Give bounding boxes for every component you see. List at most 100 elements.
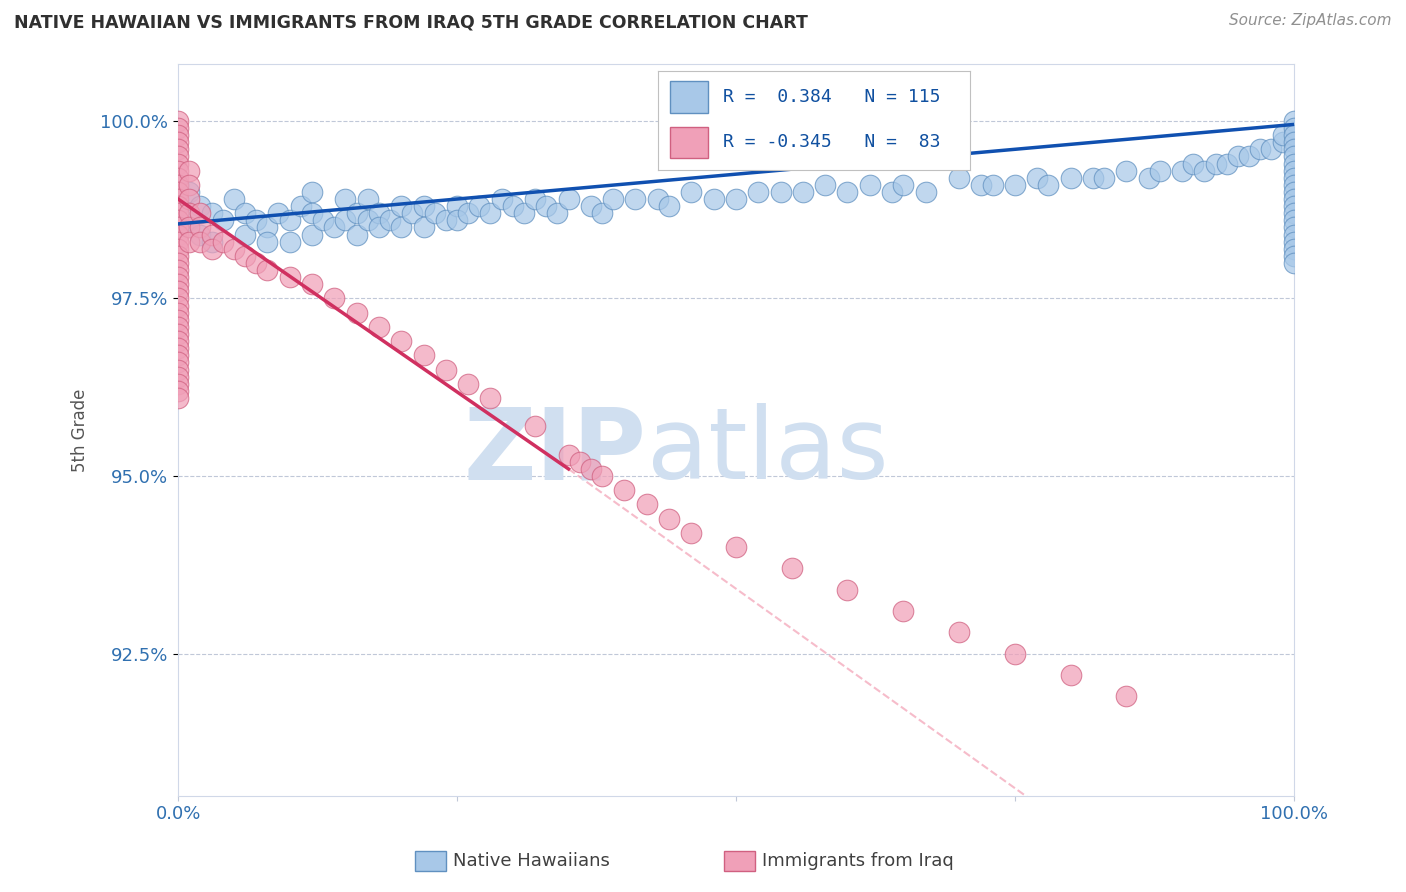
Point — [546, 206, 568, 220]
Point — [200, 227, 222, 242]
Point — [222, 192, 245, 206]
Point — [1282, 242, 1305, 256]
Point — [167, 199, 190, 213]
Point — [724, 540, 747, 554]
Point — [167, 313, 190, 327]
Point — [357, 213, 380, 227]
Point — [200, 206, 222, 220]
Text: NATIVE HAWAIIAN VS IMMIGRANTS FROM IRAQ 5TH GRADE CORRELATION CHART: NATIVE HAWAIIAN VS IMMIGRANTS FROM IRAQ … — [14, 13, 808, 31]
Point — [703, 192, 725, 206]
Point — [1115, 690, 1137, 704]
Point — [579, 199, 602, 213]
Point — [1282, 156, 1305, 170]
Point — [290, 199, 312, 213]
Point — [367, 220, 389, 235]
Point — [1092, 170, 1115, 185]
Point — [167, 292, 190, 306]
Point — [167, 163, 190, 178]
Point — [167, 391, 190, 405]
Point — [1282, 220, 1305, 235]
Point — [1182, 156, 1205, 170]
Point — [1282, 120, 1305, 135]
Point — [1282, 199, 1305, 213]
Text: Native Hawaiians: Native Hawaiians — [453, 852, 610, 870]
Point — [167, 362, 190, 376]
Text: atlas: atlas — [647, 403, 889, 500]
Point — [948, 170, 970, 185]
Point — [233, 227, 256, 242]
Point — [981, 178, 1004, 192]
Point — [1171, 163, 1194, 178]
Point — [814, 178, 837, 192]
Point — [167, 326, 190, 341]
Point — [190, 199, 212, 213]
Point — [167, 299, 190, 313]
Point — [167, 227, 190, 242]
Point — [1038, 178, 1060, 192]
Point — [412, 220, 434, 235]
Point — [1115, 163, 1137, 178]
Point — [1205, 156, 1227, 170]
Point — [167, 114, 190, 128]
Point — [167, 192, 190, 206]
Point — [167, 170, 190, 185]
Point — [190, 206, 212, 220]
Point — [468, 199, 491, 213]
Point — [301, 227, 323, 242]
Point — [167, 156, 190, 170]
Point — [167, 270, 190, 285]
Text: Source: ZipAtlas.com: Source: ZipAtlas.com — [1229, 13, 1392, 29]
Point — [769, 185, 792, 199]
Point — [681, 525, 703, 540]
Point — [222, 242, 245, 256]
Point — [367, 206, 389, 220]
Point — [167, 355, 190, 369]
Point — [211, 235, 233, 249]
Point — [167, 334, 190, 348]
Point — [167, 235, 190, 249]
Point — [167, 199, 190, 213]
Point — [245, 213, 267, 227]
Point — [167, 128, 190, 142]
Point — [179, 235, 201, 249]
Point — [1282, 206, 1305, 220]
Point — [479, 391, 502, 405]
Point — [256, 220, 278, 235]
Point — [190, 227, 212, 242]
Point — [167, 135, 190, 149]
Point — [245, 256, 267, 270]
Point — [1004, 647, 1026, 661]
Point — [233, 249, 256, 263]
Point — [167, 220, 190, 235]
Point — [312, 213, 335, 227]
Point — [1282, 149, 1305, 163]
Point — [591, 206, 613, 220]
Point — [179, 206, 201, 220]
Point — [167, 142, 190, 156]
Point — [891, 178, 914, 192]
Point — [1271, 128, 1294, 142]
Point — [658, 512, 681, 526]
Point — [479, 206, 502, 220]
Point — [367, 319, 389, 334]
Point — [167, 120, 190, 135]
Point — [1137, 170, 1160, 185]
Point — [179, 213, 201, 227]
Point — [167, 277, 190, 292]
Point — [401, 206, 423, 220]
Point — [301, 206, 323, 220]
Point — [167, 249, 190, 263]
Point — [278, 213, 301, 227]
Point — [1149, 163, 1171, 178]
Point — [524, 192, 547, 206]
Point — [948, 625, 970, 640]
Point — [1081, 170, 1104, 185]
Point — [301, 277, 323, 292]
Point — [1237, 149, 1260, 163]
Point — [446, 213, 468, 227]
Point — [1282, 170, 1305, 185]
Point — [914, 185, 936, 199]
Point — [491, 192, 513, 206]
Point — [602, 192, 624, 206]
Point — [167, 341, 190, 355]
